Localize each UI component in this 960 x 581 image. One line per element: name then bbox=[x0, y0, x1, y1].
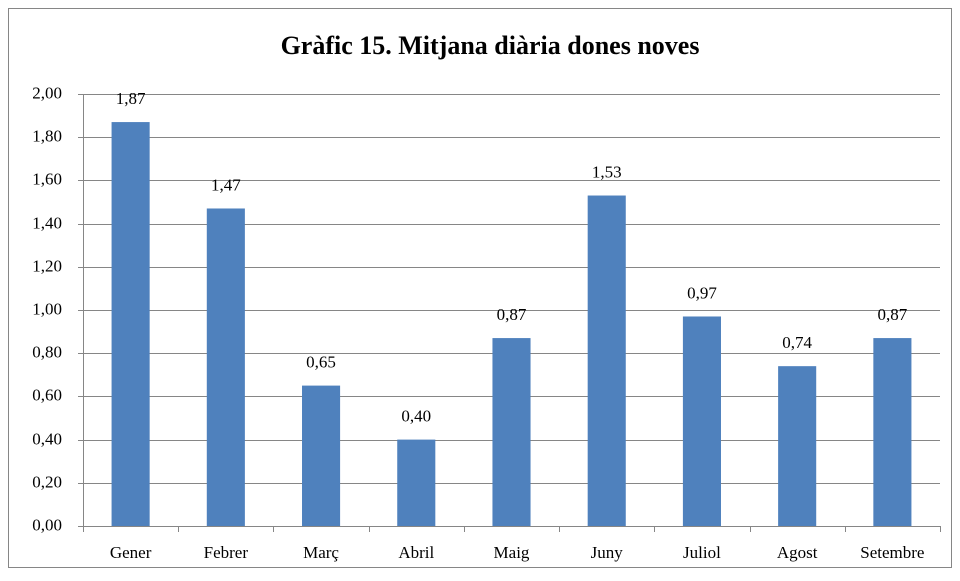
y-tick-label: 1,20 bbox=[32, 256, 62, 275]
x-tick-label: Gener bbox=[110, 543, 152, 562]
x-tick-label: Agost bbox=[777, 543, 818, 562]
bar bbox=[206, 208, 245, 527]
data-label: 0,65 bbox=[306, 353, 336, 372]
y-tick-label: 2,00 bbox=[32, 83, 62, 102]
bar bbox=[587, 195, 626, 526]
x-tick-label: Setembre bbox=[860, 543, 924, 562]
data-label: 0,87 bbox=[878, 305, 908, 324]
data-label: 1,87 bbox=[116, 89, 146, 108]
y-tick-label: 0,60 bbox=[32, 385, 62, 404]
data-label: 1,53 bbox=[592, 162, 622, 181]
x-tick-label: Febrer bbox=[204, 543, 249, 562]
chart-title: Gràfic 15. Mitjana diària dones noves bbox=[281, 31, 700, 60]
data-label: 0,97 bbox=[687, 283, 717, 302]
y-tick-label: 0,80 bbox=[32, 342, 62, 361]
bar bbox=[111, 122, 150, 526]
data-label: 0,74 bbox=[782, 333, 812, 352]
y-tick-label: 1,40 bbox=[32, 213, 62, 232]
x-tick-label: Juliol bbox=[683, 543, 721, 562]
y-tick-label: 1,60 bbox=[32, 169, 62, 188]
x-tick-label: Març bbox=[303, 543, 339, 562]
bar bbox=[302, 385, 341, 526]
x-tick-label: Maig bbox=[494, 543, 530, 562]
y-tick-label: 1,80 bbox=[32, 126, 62, 145]
x-tick-label: Juny bbox=[591, 543, 624, 562]
bar bbox=[682, 316, 721, 526]
y-tick-label: 0,20 bbox=[32, 472, 62, 491]
data-label: 1,47 bbox=[211, 175, 241, 194]
bar bbox=[873, 338, 912, 526]
bar bbox=[397, 439, 436, 526]
y-tick-label: 1,00 bbox=[32, 299, 62, 318]
y-tick-label: 0,40 bbox=[32, 429, 62, 448]
x-tick-label: Abril bbox=[398, 543, 434, 562]
bar bbox=[492, 338, 531, 526]
bar bbox=[778, 366, 817, 526]
y-tick-label: 0,00 bbox=[32, 515, 62, 534]
data-label: 0,87 bbox=[497, 305, 527, 324]
data-label: 0,40 bbox=[401, 407, 431, 426]
